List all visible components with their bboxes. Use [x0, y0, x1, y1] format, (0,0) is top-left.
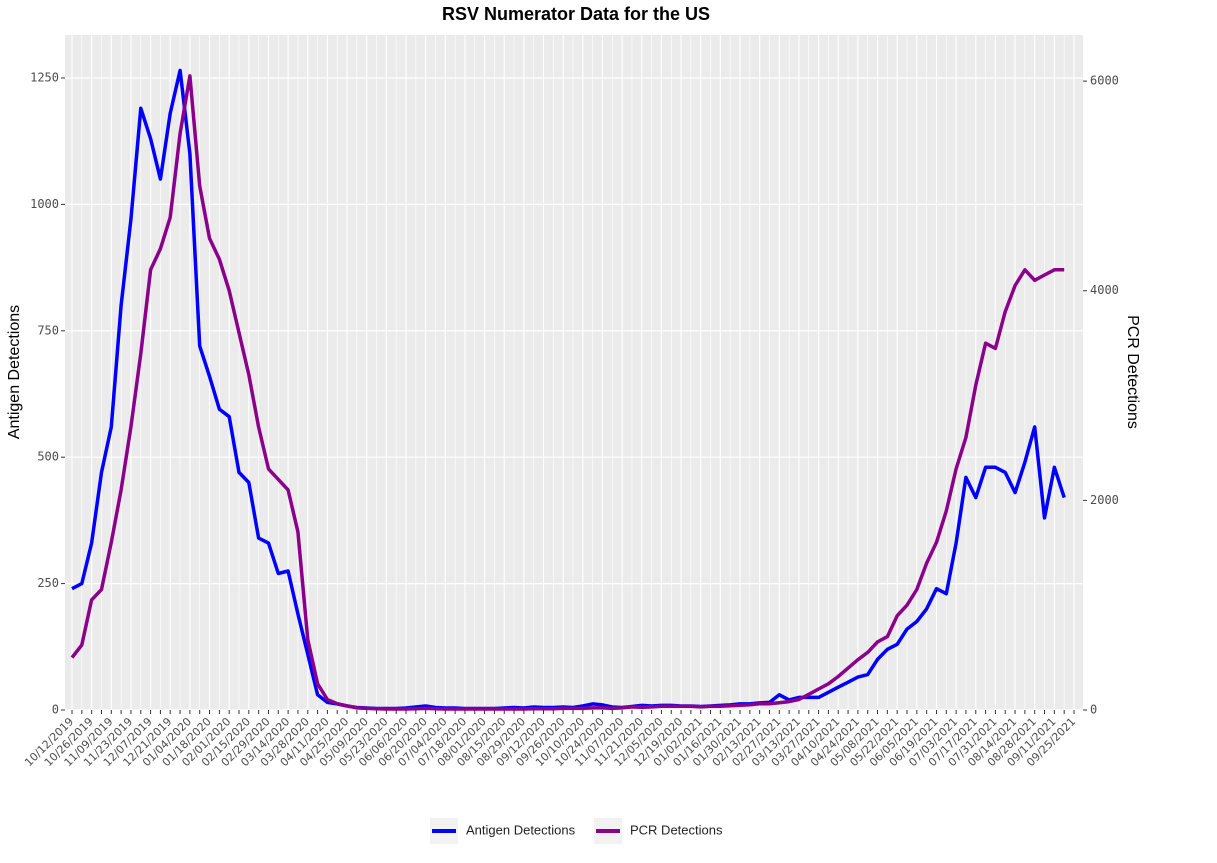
y-tick-label: 1250	[30, 70, 59, 84]
y2-tick-label: 0	[1090, 703, 1097, 717]
y2-tick-label: 2000	[1090, 493, 1119, 507]
series-line	[70, 74, 1065, 711]
y-tick-label: 250	[37, 576, 59, 590]
y-axis-label: Antigen Detections	[6, 305, 23, 439]
y2-axis-label: PCR Detections	[1124, 315, 1141, 429]
chart-title: RSV Numerator Data for the US	[442, 4, 710, 24]
legend-label: PCR Detections	[630, 822, 723, 837]
legend-label: Antigen Detections	[466, 822, 576, 837]
y2-tick-label: 4000	[1090, 283, 1119, 297]
plot-background	[65, 35, 1083, 710]
y-tick-label: 0	[52, 703, 59, 717]
y-tick-label: 750	[37, 323, 59, 337]
y2-tick-label: 6000	[1090, 74, 1119, 88]
y-tick-label: 500	[37, 450, 59, 464]
y-tick-label: 1000	[30, 197, 59, 211]
